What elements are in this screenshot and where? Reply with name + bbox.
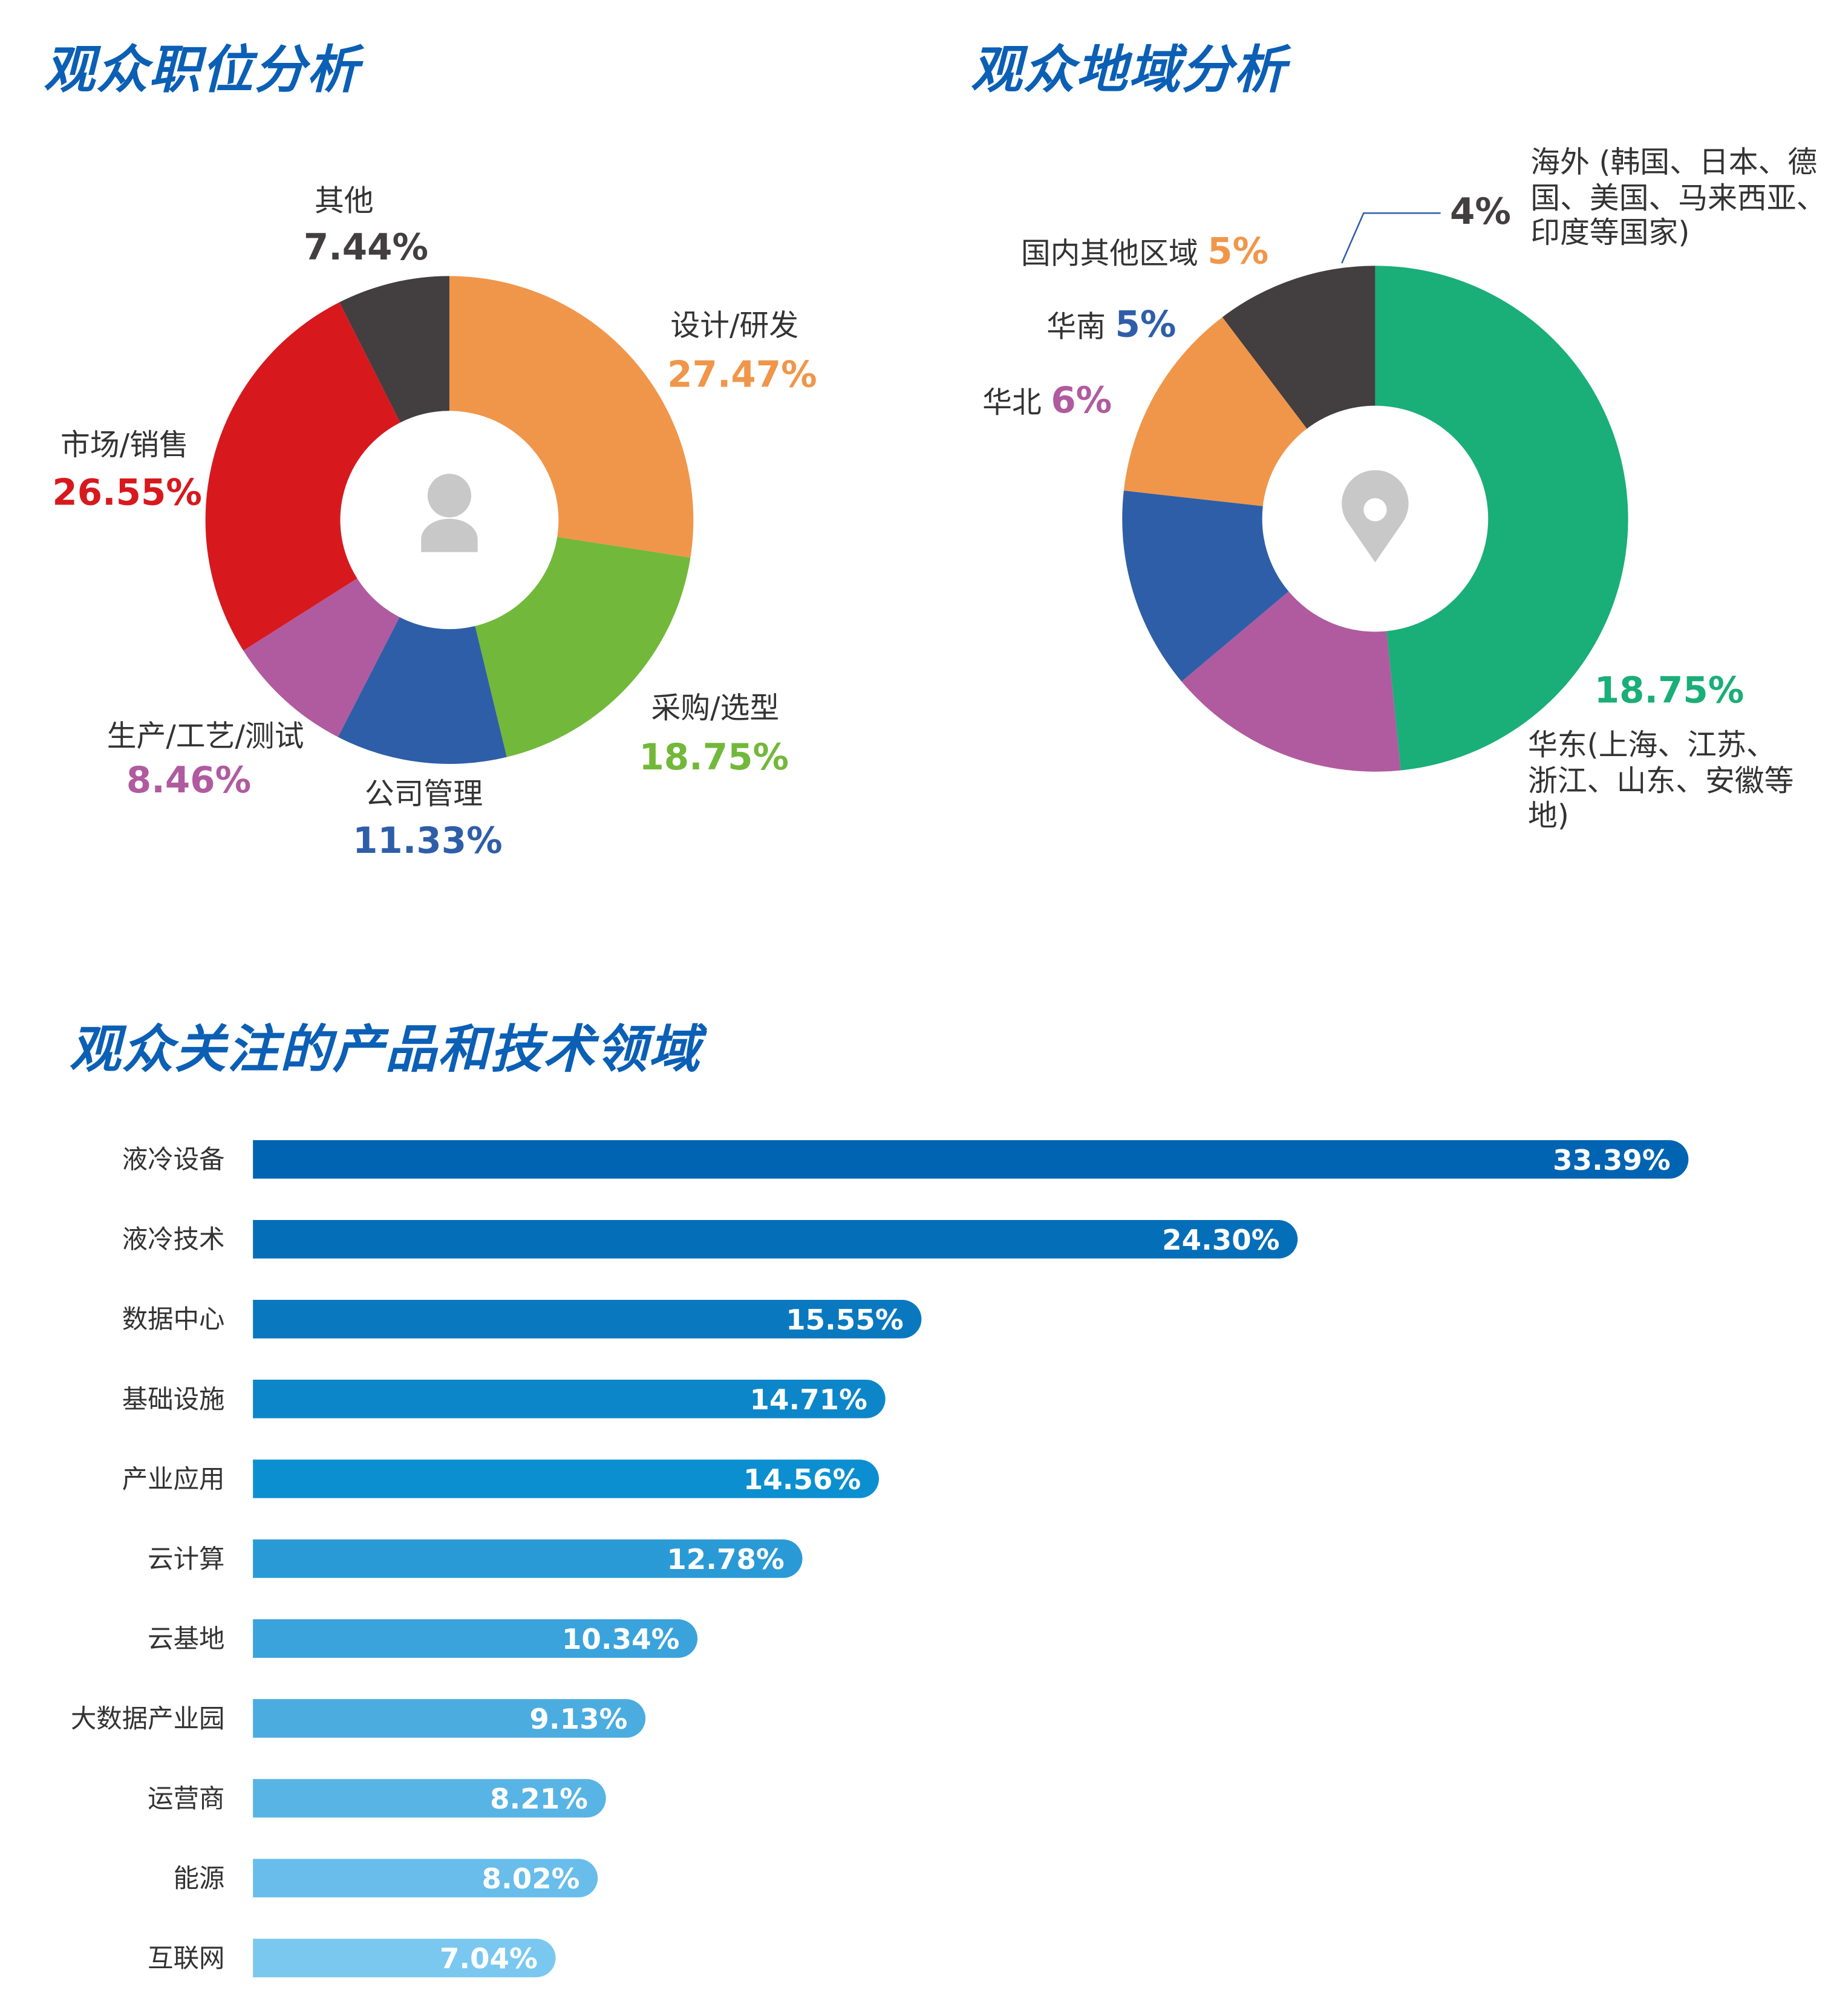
category-label: 华东(上海、江苏、浙江、山东、安徽等地)	[1528, 729, 1794, 834]
donut-slice	[339, 276, 449, 423]
bar	[253, 1219, 1298, 1259]
category-label: 华北	[982, 387, 1042, 420]
slice-label: 华北 6%	[982, 379, 1112, 422]
value-label: 33.39%	[1553, 1144, 1670, 1177]
bar	[253, 1859, 598, 1897]
value-label: 6%	[1051, 379, 1112, 422]
donut-slice	[475, 537, 691, 757]
bar	[253, 1619, 698, 1658]
category-label: 能源	[174, 1864, 225, 1894]
category-label: 华南	[1046, 311, 1106, 345]
value-label: 18.75%	[1594, 669, 1745, 712]
chart-title: 观众地域分析	[970, 41, 1287, 100]
category-label: 市场/销售	[60, 429, 189, 463]
value-label: 8.46%	[126, 758, 252, 801]
category-label: 海外 (韩国、日本、德国、美国、马来西亚、印度等国家)	[1530, 146, 1826, 251]
value-label: 5%	[1207, 230, 1269, 273]
chart-title: 观众关注的产品和技术领域	[69, 1020, 701, 1080]
category-label: 产业应用	[122, 1465, 225, 1495]
donut-slice	[243, 578, 400, 737]
value-label: 26.55%	[52, 471, 202, 514]
location-icon	[1342, 470, 1409, 563]
value-label: 4%	[1450, 190, 1511, 233]
category-label: 云基地	[148, 1625, 224, 1654]
donut-slice	[1375, 266, 1628, 771]
slice-label: 华南 5%	[1046, 303, 1176, 346]
category-label: 大数据产业园	[71, 1704, 225, 1734]
value-label: 9.13%	[529, 1703, 627, 1736]
donut-slice	[1181, 591, 1401, 772]
donut-slice	[1122, 491, 1289, 682]
bar	[253, 1460, 880, 1498]
person-icon	[421, 474, 478, 552]
donut-slice	[1123, 317, 1307, 506]
value-label: 10.34%	[562, 1623, 679, 1656]
value-label: 8.02%	[481, 1863, 579, 1896]
bar	[253, 1300, 922, 1339]
category-label: 设计/研发	[670, 310, 799, 344]
donut-slice	[1222, 266, 1376, 429]
value-label: 14.56%	[743, 1464, 861, 1496]
category-label: 其他	[315, 185, 374, 219]
category-label: 液冷技术	[122, 1225, 225, 1255]
value-label: 15.55%	[786, 1304, 903, 1337]
bar	[253, 1779, 606, 1818]
donut-slice	[205, 302, 400, 651]
value-label: 7.44%	[303, 226, 429, 269]
value-label: 7.04%	[440, 1943, 538, 1975]
value-label: 8.21%	[490, 1783, 588, 1816]
donut-slice	[449, 276, 694, 558]
category-label: 数据中心	[122, 1305, 225, 1335]
slice-label: 国内其他区域 5%	[1021, 230, 1268, 273]
value-label: 18.75%	[639, 736, 789, 778]
value-label: 24.30%	[1162, 1224, 1279, 1257]
category-label: 液冷设备	[122, 1146, 225, 1175]
category-label: 采购/选型	[651, 692, 780, 726]
value-label: 12.78%	[667, 1544, 784, 1576]
leader-line	[1341, 212, 1441, 264]
bar	[253, 1939, 556, 1977]
bar	[253, 1140, 1689, 1179]
category-label: 公司管理	[364, 778, 483, 812]
category-label: 云计算	[148, 1545, 224, 1574]
category-label: 基础设施	[122, 1385, 225, 1415]
category-label: 互联网	[148, 1944, 224, 1974]
chart-title: 观众职位分析	[44, 41, 360, 100]
bar	[253, 1539, 803, 1578]
category-label: 运营商	[148, 1784, 224, 1814]
category-label: 生产/工艺/测试	[106, 720, 304, 754]
category-label: 国内其他区域	[1020, 238, 1198, 272]
bar	[253, 1699, 646, 1738]
value-label: 5%	[1115, 303, 1177, 346]
bar	[253, 1380, 886, 1418]
value-label: 11.33%	[353, 819, 503, 862]
donut-slice	[338, 617, 507, 765]
value-label: 27.47%	[667, 353, 817, 396]
value-label: 14.71%	[749, 1384, 867, 1417]
